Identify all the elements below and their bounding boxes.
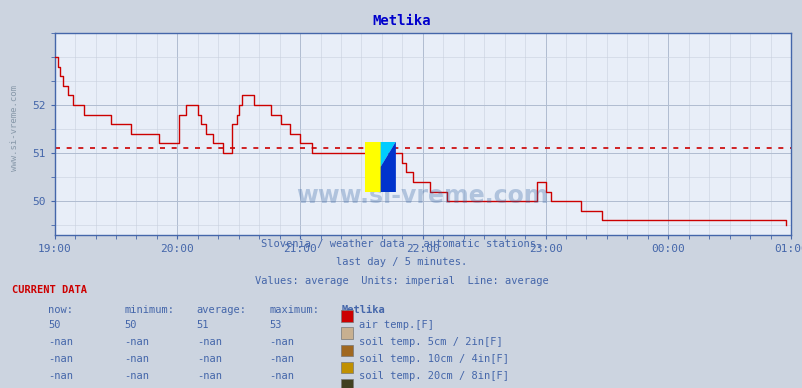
Text: Metlika: Metlika xyxy=(341,305,384,315)
Text: Metlika: Metlika xyxy=(371,14,431,28)
Text: Values: average  Units: imperial  Line: average: Values: average Units: imperial Line: av… xyxy=(254,276,548,286)
Text: -nan: -nan xyxy=(269,337,294,347)
Text: soil temp. 5cm / 2in[F]: soil temp. 5cm / 2in[F] xyxy=(358,337,502,347)
Text: 50: 50 xyxy=(124,320,137,330)
Text: -nan: -nan xyxy=(48,371,73,381)
Text: minimum:: minimum: xyxy=(124,305,174,315)
Text: -nan: -nan xyxy=(124,354,149,364)
Polygon shape xyxy=(380,142,395,192)
Text: -nan: -nan xyxy=(124,337,149,347)
Text: -nan: -nan xyxy=(48,337,73,347)
Text: CURRENT DATA: CURRENT DATA xyxy=(12,285,87,295)
Text: air temp.[F]: air temp.[F] xyxy=(358,320,433,330)
Text: Slovenia / weather data - automatic stations.: Slovenia / weather data - automatic stat… xyxy=(261,239,541,249)
Text: soil temp. 20cm / 8in[F]: soil temp. 20cm / 8in[F] xyxy=(358,371,508,381)
Polygon shape xyxy=(380,142,395,167)
Text: -nan: -nan xyxy=(196,371,221,381)
Text: 51: 51 xyxy=(196,320,209,330)
Text: last day / 5 minutes.: last day / 5 minutes. xyxy=(335,257,467,267)
Text: -nan: -nan xyxy=(269,354,294,364)
Text: 50: 50 xyxy=(48,320,61,330)
Text: soil temp. 10cm / 4in[F]: soil temp. 10cm / 4in[F] xyxy=(358,354,508,364)
Text: 53: 53 xyxy=(269,320,282,330)
Text: -nan: -nan xyxy=(196,337,221,347)
Text: maximum:: maximum: xyxy=(269,305,318,315)
Text: now:: now: xyxy=(48,305,73,315)
Text: -nan: -nan xyxy=(48,354,73,364)
Text: average:: average: xyxy=(196,305,246,315)
Text: www.si-vreme.com: www.si-vreme.com xyxy=(296,184,549,208)
Polygon shape xyxy=(365,142,380,192)
Text: -nan: -nan xyxy=(269,371,294,381)
Text: -nan: -nan xyxy=(124,371,149,381)
Text: -nan: -nan xyxy=(196,354,221,364)
Text: www.si-vreme.com: www.si-vreme.com xyxy=(10,85,19,171)
